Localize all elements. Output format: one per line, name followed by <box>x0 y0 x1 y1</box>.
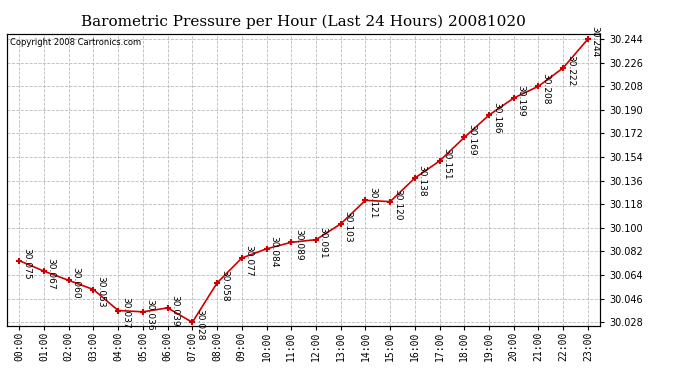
Text: 30.091: 30.091 <box>319 226 328 258</box>
Text: 30.039: 30.039 <box>170 295 179 327</box>
Text: 30.121: 30.121 <box>368 188 377 219</box>
Text: 30.077: 30.077 <box>244 245 253 277</box>
Text: 30.208: 30.208 <box>541 73 550 105</box>
Text: 30.103: 30.103 <box>344 211 353 243</box>
Text: 30.199: 30.199 <box>517 85 526 117</box>
Text: 30.138: 30.138 <box>417 165 426 196</box>
Text: Barometric Pressure per Hour (Last 24 Hours) 20081020: Barometric Pressure per Hour (Last 24 Ho… <box>81 15 526 29</box>
Text: 30.036: 30.036 <box>146 299 155 330</box>
Text: 30.053: 30.053 <box>96 276 105 308</box>
Text: 30.120: 30.120 <box>393 189 402 220</box>
Text: 30.060: 30.060 <box>72 267 81 299</box>
Text: 30.244: 30.244 <box>591 26 600 57</box>
Text: Copyright 2008 Cartronics.com: Copyright 2008 Cartronics.com <box>10 38 141 47</box>
Text: 30.067: 30.067 <box>47 258 56 290</box>
Text: 30.186: 30.186 <box>492 102 501 134</box>
Text: 30.089: 30.089 <box>294 229 303 261</box>
Text: 30.028: 30.028 <box>195 309 204 341</box>
Text: 30.037: 30.037 <box>121 297 130 329</box>
Text: 30.058: 30.058 <box>220 270 229 302</box>
Text: 30.075: 30.075 <box>22 248 31 279</box>
Text: 30.222: 30.222 <box>566 55 575 86</box>
Text: 30.151: 30.151 <box>442 148 451 180</box>
Text: 30.169: 30.169 <box>467 124 476 156</box>
Text: 30.084: 30.084 <box>269 236 278 267</box>
